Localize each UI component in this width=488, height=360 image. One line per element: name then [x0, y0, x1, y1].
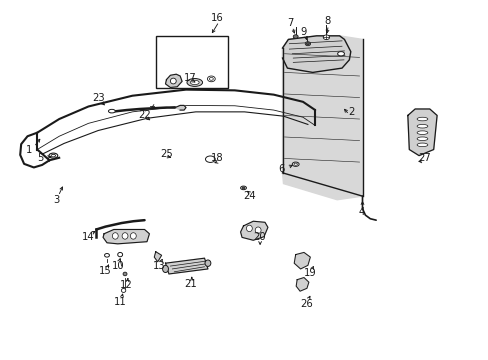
Text: 10: 10: [111, 261, 124, 271]
Text: 7: 7: [287, 18, 293, 28]
Ellipse shape: [51, 154, 56, 157]
Ellipse shape: [49, 153, 58, 158]
Text: 26: 26: [300, 299, 313, 309]
Ellipse shape: [207, 76, 215, 82]
FancyBboxPatch shape: [156, 36, 227, 88]
Ellipse shape: [293, 163, 297, 165]
Ellipse shape: [209, 77, 213, 80]
Ellipse shape: [323, 35, 329, 40]
Ellipse shape: [130, 233, 136, 239]
Polygon shape: [294, 252, 310, 269]
Text: 23: 23: [92, 93, 104, 103]
Polygon shape: [165, 74, 182, 87]
Ellipse shape: [123, 272, 127, 276]
Text: 11: 11: [114, 297, 126, 307]
Ellipse shape: [416, 131, 427, 134]
Polygon shape: [154, 252, 161, 262]
Polygon shape: [296, 278, 308, 291]
Ellipse shape: [190, 80, 199, 85]
Ellipse shape: [305, 42, 310, 46]
Text: 2: 2: [348, 107, 354, 117]
Polygon shape: [407, 109, 436, 156]
Ellipse shape: [255, 227, 261, 233]
Text: 14: 14: [82, 232, 95, 242]
Ellipse shape: [112, 233, 118, 239]
Text: 12: 12: [120, 280, 133, 290]
Ellipse shape: [293, 35, 298, 39]
Ellipse shape: [337, 51, 344, 56]
Ellipse shape: [246, 225, 252, 231]
Text: 21: 21: [184, 279, 197, 289]
Ellipse shape: [416, 143, 427, 147]
Polygon shape: [282, 36, 362, 200]
Ellipse shape: [240, 186, 246, 190]
Polygon shape: [175, 105, 185, 110]
Ellipse shape: [186, 78, 202, 86]
Ellipse shape: [205, 156, 215, 162]
Ellipse shape: [204, 260, 210, 266]
Polygon shape: [103, 229, 149, 244]
Text: 15: 15: [99, 266, 112, 276]
Ellipse shape: [122, 233, 128, 239]
Ellipse shape: [416, 117, 427, 121]
Ellipse shape: [118, 252, 122, 257]
Text: 27: 27: [418, 153, 430, 163]
Text: 19: 19: [304, 268, 316, 278]
Ellipse shape: [292, 162, 299, 166]
Polygon shape: [240, 221, 267, 240]
Text: 4: 4: [358, 207, 364, 217]
Polygon shape: [282, 36, 350, 72]
Ellipse shape: [416, 125, 427, 128]
Text: 18: 18: [211, 153, 224, 163]
Ellipse shape: [108, 109, 115, 113]
Ellipse shape: [416, 137, 427, 140]
Ellipse shape: [104, 253, 109, 257]
Text: 13: 13: [153, 261, 165, 271]
Text: 9: 9: [300, 27, 306, 37]
Polygon shape: [165, 258, 207, 274]
Text: 22: 22: [138, 110, 151, 120]
Text: 20: 20: [252, 232, 265, 242]
Ellipse shape: [306, 42, 309, 45]
Text: 3: 3: [54, 195, 60, 205]
Ellipse shape: [162, 265, 168, 273]
Ellipse shape: [121, 288, 125, 292]
Text: 17: 17: [183, 73, 196, 83]
Text: 8: 8: [324, 17, 330, 27]
Text: 5: 5: [38, 153, 44, 163]
Ellipse shape: [242, 187, 244, 189]
Text: 6: 6: [277, 164, 284, 174]
Text: 24: 24: [243, 191, 255, 201]
Ellipse shape: [170, 78, 176, 84]
Text: 16: 16: [211, 13, 224, 23]
Text: 1: 1: [26, 144, 32, 154]
Text: 25: 25: [160, 149, 172, 159]
